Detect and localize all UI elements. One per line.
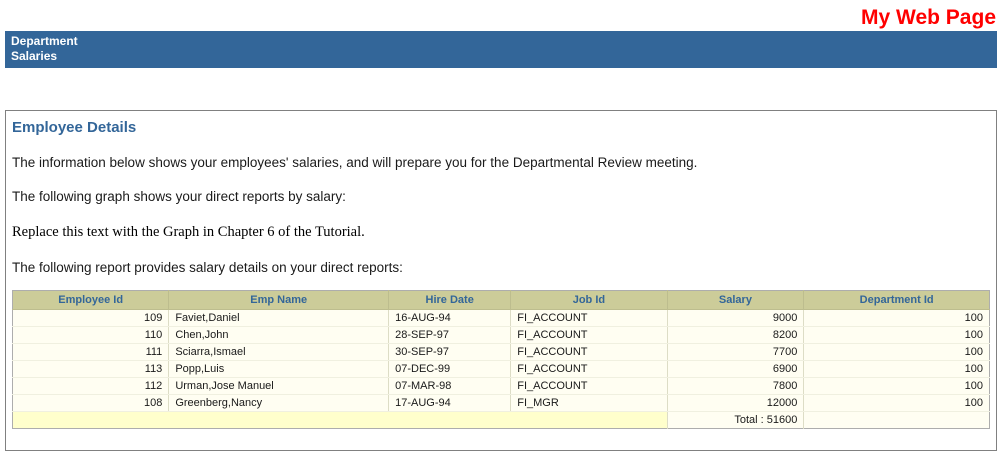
- column-header-employee-id: Employee Id: [12, 290, 169, 310]
- table-row: 110 Chen,John 28-SEP-97 FI_ACCOUNT 8200 …: [12, 326, 990, 344]
- cell-department-id: 100: [803, 326, 990, 344]
- total-spacer-cell: [12, 411, 668, 429]
- column-header-job-id: Job Id: [510, 290, 668, 310]
- column-header-salary: Salary: [666, 290, 804, 310]
- cell-department-id: 100: [803, 377, 990, 395]
- web-page: My Web Page Department Salaries Employee…: [5, 6, 997, 451]
- cell-emp-name: Popp,Luis: [168, 360, 389, 378]
- cell-salary: 6900: [666, 360, 804, 378]
- table-total-row: Total : 51600: [12, 411, 990, 429]
- cell-emp-name: Sciarra,Ismael: [168, 343, 389, 361]
- cell-salary: 7700: [666, 343, 804, 361]
- page-title: My Web Page: [861, 6, 996, 29]
- cell-employee-id: 113: [12, 360, 169, 378]
- cell-salary: 8200: [666, 326, 804, 344]
- table-row: 111 Sciarra,Ismael 30-SEP-97 FI_ACCOUNT …: [12, 343, 990, 361]
- report-intro-text: The following report provides salary det…: [12, 260, 403, 275]
- graph-placeholder-text: Replace this text with the Graph in Chap…: [12, 224, 365, 240]
- cell-department-id: 100: [803, 360, 990, 378]
- table-row: 109 Faviet,Daniel 16-AUG-94 FI_ACCOUNT 9…: [12, 309, 990, 327]
- column-header-emp-name: Emp Name: [168, 290, 389, 310]
- cell-emp-name: Greenberg,Nancy: [168, 394, 389, 412]
- cell-emp-name: Faviet,Daniel: [168, 309, 389, 327]
- cell-employee-id: 112: [12, 377, 169, 395]
- cell-emp-name: Urman,Jose Manuel: [168, 377, 389, 395]
- content-panel: Employee Details The information below s…: [5, 110, 997, 451]
- cell-hire-date: 07-DEC-99: [388, 360, 511, 378]
- header-line-department: Department: [11, 34, 78, 48]
- cell-hire-date: 30-SEP-97: [388, 343, 511, 361]
- total-department-cell: [803, 411, 990, 429]
- cell-department-id: 100: [803, 343, 990, 361]
- cell-hire-date: 17-AUG-94: [388, 394, 511, 412]
- cell-salary: 9000: [666, 309, 804, 327]
- cell-employee-id: 108: [12, 394, 169, 412]
- cell-department-id: 100: [803, 394, 990, 412]
- cell-job-id: FI_ACCOUNT: [510, 377, 668, 395]
- table-header-row: Employee Id Emp Name Hire Date Job Id Sa…: [12, 290, 990, 310]
- table-row: 108 Greenberg,Nancy 17-AUG-94 FI_MGR 120…: [12, 394, 990, 412]
- cell-job-id: FI_MGR: [510, 394, 668, 412]
- cell-job-id: FI_ACCOUNT: [510, 360, 668, 378]
- salary-report-table: Employee Id Emp Name Hire Date Job Id Sa…: [12, 290, 990, 429]
- cell-hire-date: 16-AUG-94: [388, 309, 511, 327]
- cell-employee-id: 109: [12, 309, 169, 327]
- intro-text: The information below shows your employe…: [12, 155, 698, 170]
- cell-salary: 12000: [666, 394, 804, 412]
- cell-department-id: 100: [803, 309, 990, 327]
- column-header-department-id: Department Id: [803, 290, 990, 310]
- cell-hire-date: 07-MAR-98: [388, 377, 511, 395]
- header-line-salaries: Salaries: [11, 49, 58, 63]
- section-heading: Employee Details: [12, 119, 137, 136]
- graph-intro-text: The following graph shows your direct re…: [12, 189, 346, 204]
- cell-job-id: FI_ACCOUNT: [510, 343, 668, 361]
- table-row: 112 Urman,Jose Manuel 07-MAR-98 FI_ACCOU…: [12, 377, 990, 395]
- column-header-hire-date: Hire Date: [388, 290, 511, 310]
- table-row: 113 Popp,Luis 07-DEC-99 FI_ACCOUNT 6900 …: [12, 360, 990, 378]
- cell-job-id: FI_ACCOUNT: [510, 309, 668, 327]
- total-salary-cell: Total : 51600: [666, 411, 804, 429]
- cell-employee-id: 110: [12, 326, 169, 344]
- cell-employee-id: 111: [12, 343, 169, 361]
- cell-emp-name: Chen,John: [168, 326, 389, 344]
- cell-hire-date: 28-SEP-97: [388, 326, 511, 344]
- header-bar: Department Salaries: [5, 31, 997, 68]
- cell-salary: 7800: [666, 377, 804, 395]
- cell-job-id: FI_ACCOUNT: [510, 326, 668, 344]
